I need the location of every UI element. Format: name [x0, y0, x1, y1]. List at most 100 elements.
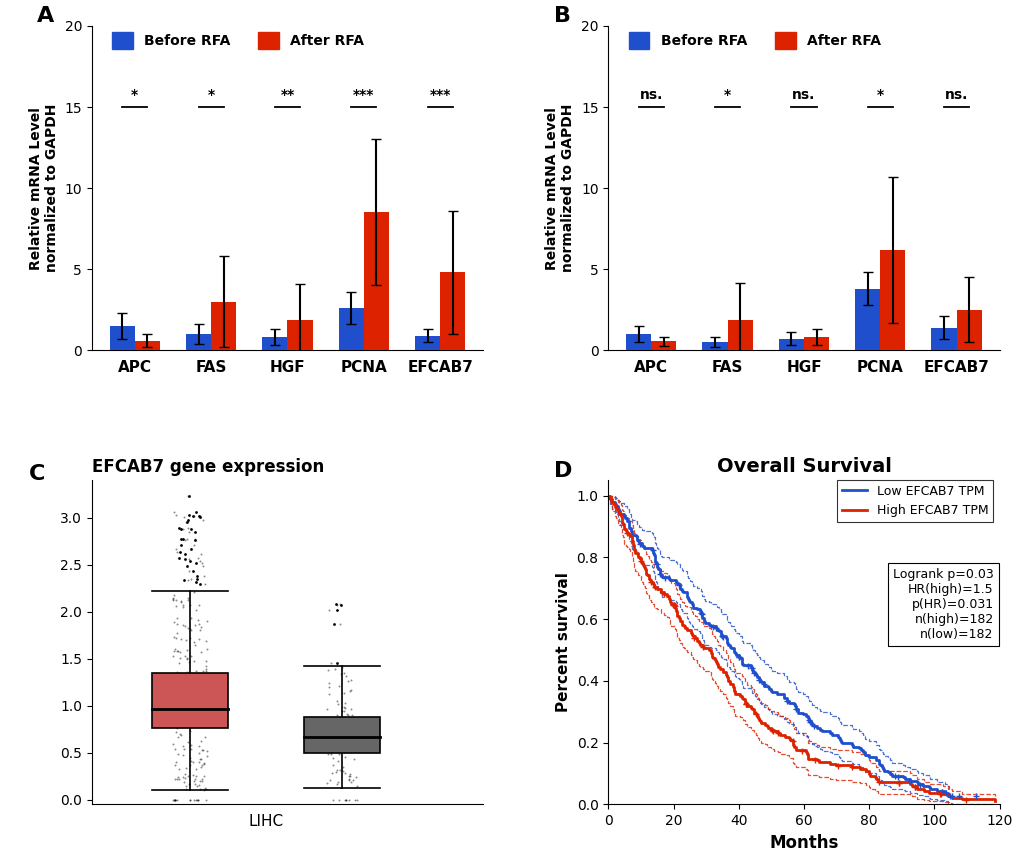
Point — [337, 751, 354, 765]
Point — [336, 686, 353, 700]
Point — [348, 720, 365, 734]
Point — [332, 763, 348, 777]
Point — [325, 729, 341, 743]
Point — [189, 694, 205, 708]
Point — [189, 572, 205, 586]
Point — [167, 793, 183, 807]
Point — [341, 740, 358, 754]
Point — [167, 742, 183, 756]
Point — [171, 715, 187, 729]
Point — [190, 793, 206, 807]
Point — [192, 669, 208, 682]
Point — [179, 559, 196, 573]
Point — [176, 548, 193, 561]
Point — [192, 699, 208, 713]
Point — [166, 615, 182, 629]
Point — [341, 767, 358, 781]
Point — [180, 676, 197, 690]
Point — [195, 664, 211, 678]
Point — [198, 663, 214, 677]
Point — [341, 726, 358, 740]
Point — [326, 663, 342, 676]
Point — [336, 737, 353, 751]
Point — [176, 741, 193, 755]
Point — [340, 733, 357, 746]
Point — [199, 689, 215, 703]
Point — [195, 743, 211, 757]
Point — [348, 793, 365, 807]
Point — [340, 793, 357, 807]
Point — [189, 703, 205, 717]
Point — [319, 740, 335, 753]
Point — [167, 702, 183, 715]
Bar — [304, 717, 379, 753]
Point — [171, 644, 187, 658]
Point — [172, 708, 189, 722]
Point — [329, 708, 345, 722]
Point — [167, 685, 183, 699]
Point — [181, 622, 198, 636]
Point — [319, 746, 335, 760]
Point — [184, 755, 201, 769]
Point — [195, 513, 211, 527]
Point — [321, 604, 337, 618]
Point — [192, 773, 208, 787]
Point — [172, 706, 189, 720]
Point — [183, 693, 200, 707]
Point — [174, 748, 191, 762]
Point — [172, 532, 189, 546]
Bar — [651, 342, 676, 350]
Point — [187, 708, 204, 721]
Point — [178, 681, 195, 695]
Point — [177, 766, 194, 780]
Point — [180, 705, 197, 719]
Point — [182, 612, 199, 625]
Point — [178, 516, 195, 529]
Point — [330, 728, 346, 742]
Point — [319, 727, 335, 740]
Point — [343, 732, 360, 746]
Point — [171, 693, 187, 707]
Point — [321, 676, 337, 690]
Point — [181, 508, 198, 522]
Point — [197, 577, 213, 591]
Point — [199, 686, 215, 700]
Point — [336, 766, 353, 780]
Text: D: D — [553, 460, 572, 481]
Point — [173, 708, 190, 722]
Point — [172, 711, 189, 725]
Point — [346, 730, 363, 744]
Point — [168, 593, 184, 606]
Point — [183, 754, 200, 768]
Point — [186, 618, 203, 631]
Point — [186, 700, 203, 714]
Point — [327, 736, 343, 750]
Point — [179, 513, 196, 527]
Point — [186, 690, 203, 704]
Point — [194, 702, 210, 715]
Point — [170, 689, 186, 702]
Point — [343, 722, 360, 736]
Point — [329, 763, 345, 777]
Point — [178, 691, 195, 705]
Point — [329, 736, 345, 750]
Point — [190, 551, 206, 565]
Point — [195, 700, 211, 714]
Point — [185, 586, 202, 599]
Point — [192, 753, 208, 766]
Bar — [152, 673, 227, 728]
Point — [177, 697, 194, 711]
Point — [189, 779, 205, 793]
Point — [174, 600, 191, 614]
Point — [197, 701, 213, 714]
Point — [197, 730, 213, 744]
Point — [344, 729, 361, 743]
Point — [181, 793, 198, 807]
Point — [191, 598, 207, 612]
Text: ***: *** — [429, 88, 450, 102]
Bar — [185, 334, 211, 350]
Point — [165, 737, 181, 751]
Text: C: C — [30, 464, 46, 484]
Point — [198, 697, 214, 711]
Point — [338, 733, 355, 746]
